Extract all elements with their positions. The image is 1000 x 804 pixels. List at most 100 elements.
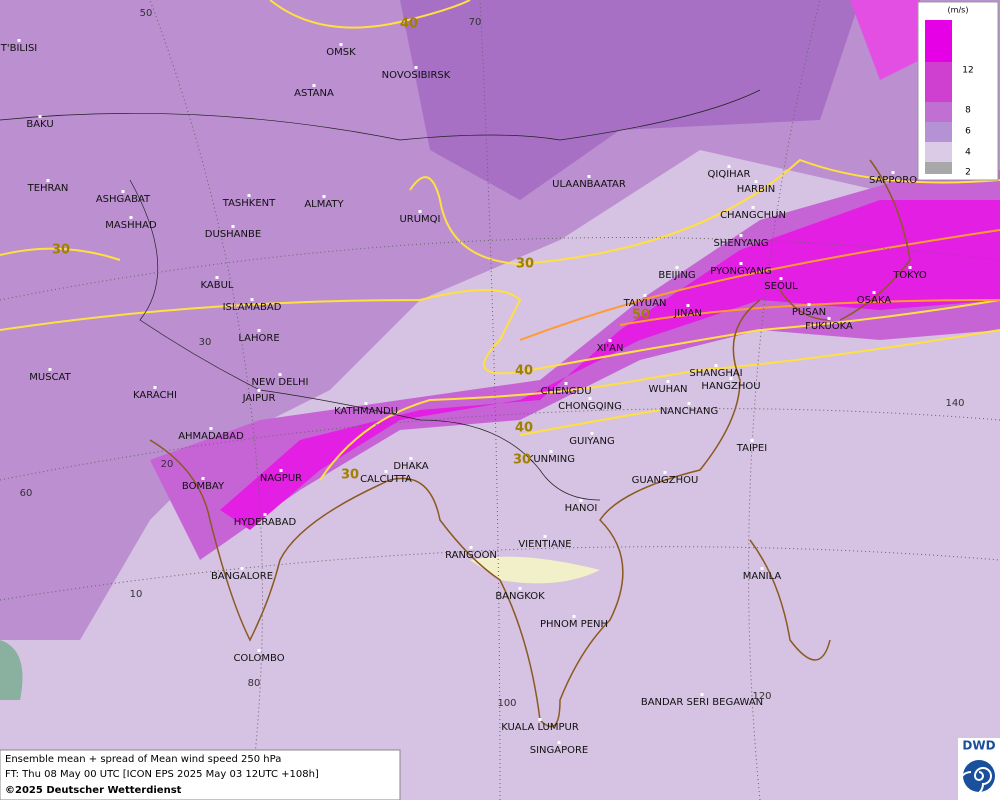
logo-swirl <box>958 767 992 797</box>
contour-label: 30 <box>52 243 70 258</box>
city-label: CHENGDU <box>540 386 591 397</box>
borders <box>0 89 761 501</box>
city-label: TAIYUAN <box>623 298 667 309</box>
legend-level: 12 <box>962 66 973 76</box>
footer-copyright: ©2025 Deutscher Wetterdienst <box>5 785 182 796</box>
city-label: TASHKENT <box>222 198 276 209</box>
city-label: ISLAMABAD <box>223 302 282 313</box>
city-dot <box>257 389 261 392</box>
city-dot <box>727 165 731 168</box>
field-jet-core <box>220 200 1000 530</box>
city-dot <box>686 304 690 307</box>
city-label: KATHMANDU <box>334 406 398 417</box>
contour-label: 30 <box>341 468 359 483</box>
legend-level: 8 <box>965 106 971 116</box>
city-label: BANGKOK <box>495 591 545 602</box>
city-dot <box>215 276 219 279</box>
legend-swatch <box>925 102 952 122</box>
grid-label: 120 <box>752 691 771 702</box>
city-label: DHAKA <box>393 461 428 472</box>
labels: OMSK NOVOSIBIRSK T'BILISI BAKU ASTANA TEHRAN A… <box>0 8 965 756</box>
city-dot <box>739 262 743 265</box>
contour-line <box>519 229 1000 341</box>
contour-label: 30 <box>513 453 531 468</box>
city-label: RANGOON <box>445 550 497 561</box>
legend-level: 6 <box>965 127 971 137</box>
city-label: COLOMBO <box>233 653 284 664</box>
footer-box <box>0 749 401 801</box>
city-label: WUHAN <box>648 384 687 395</box>
contour-line <box>319 329 1000 481</box>
city-dot <box>549 450 553 453</box>
city-dot <box>247 194 251 197</box>
city-label: CALCUTTA <box>360 474 412 485</box>
contour-label: 30 <box>516 257 534 272</box>
city-dot <box>827 317 831 320</box>
city-label: OMSK <box>326 47 356 58</box>
city-label: PYONGYANG <box>710 266 771 277</box>
city-label: HARBIN <box>737 184 776 195</box>
city-dot <box>687 402 691 405</box>
city-label: PHNOM PENH <box>540 619 608 630</box>
city-label: BOMBAY <box>182 481 225 492</box>
city-label: DUSHANBE <box>205 229 261 240</box>
city-dot <box>908 266 912 269</box>
city-dot <box>322 195 326 198</box>
city-dot <box>538 718 542 721</box>
city-dot <box>278 373 282 376</box>
city-dot <box>38 115 42 118</box>
city-label: KABUL <box>201 280 234 291</box>
city-label: QIQIHAR <box>708 169 751 180</box>
legend-level: 2 <box>965 168 971 178</box>
city-dot <box>564 382 568 385</box>
wind-field <box>0 0 1000 700</box>
city-label: BANGALORE <box>211 571 273 582</box>
city-label: SAPPORO <box>869 175 917 186</box>
city-dot <box>414 66 418 69</box>
grid-label: 140 <box>945 398 964 409</box>
city-dot <box>807 303 811 306</box>
contour-label: 40 <box>515 364 533 379</box>
grid-label: 100 <box>497 698 516 709</box>
city-label: OSAKA <box>857 295 892 306</box>
legend-swatch <box>925 20 952 62</box>
legend-swatch <box>925 142 952 162</box>
city-label: MUSCAT <box>29 372 71 383</box>
city-dot <box>590 432 594 435</box>
city-label: KARACHI <box>133 390 177 401</box>
city-dot <box>608 339 612 342</box>
legend: (m/s) <box>917 1 999 181</box>
city-dot <box>543 535 547 538</box>
city-label: CHONGQING <box>558 401 622 412</box>
contour-line <box>619 299 1000 326</box>
city-label: NOVOSIBIRSK <box>382 70 451 81</box>
city-dot <box>201 477 205 480</box>
city-label: PUSAN <box>792 307 826 318</box>
city-label: SINGAPORE <box>530 745 589 756</box>
city-dot <box>48 368 52 371</box>
legend-swatch <box>925 162 952 174</box>
city-dot <box>518 587 522 590</box>
city-dot <box>469 546 473 549</box>
city-dot <box>579 499 583 502</box>
city-label: JAIPUR <box>242 393 276 404</box>
city-dot <box>312 84 316 87</box>
city-label: HYDERABAD <box>234 517 297 528</box>
city-dot <box>760 567 764 570</box>
city-dot <box>891 171 895 174</box>
city-dot <box>240 567 244 570</box>
grid-label: 60 <box>20 488 33 499</box>
city-label: SHANGHAI <box>689 368 742 379</box>
city-label: ALMATY <box>304 199 344 210</box>
city-label: MASHHAD <box>105 220 157 231</box>
city-label: HANGZHOU <box>701 381 760 392</box>
footer-time: FT: Thu 08 May 00 UTC [ICON EPS 2025 May… <box>5 769 319 780</box>
city-dot <box>250 298 254 301</box>
city-dot <box>279 469 283 472</box>
field-jet-north <box>850 0 920 80</box>
field-low <box>470 556 600 584</box>
city-label: BAKU <box>26 119 53 130</box>
grid-label: 30 <box>199 337 212 348</box>
